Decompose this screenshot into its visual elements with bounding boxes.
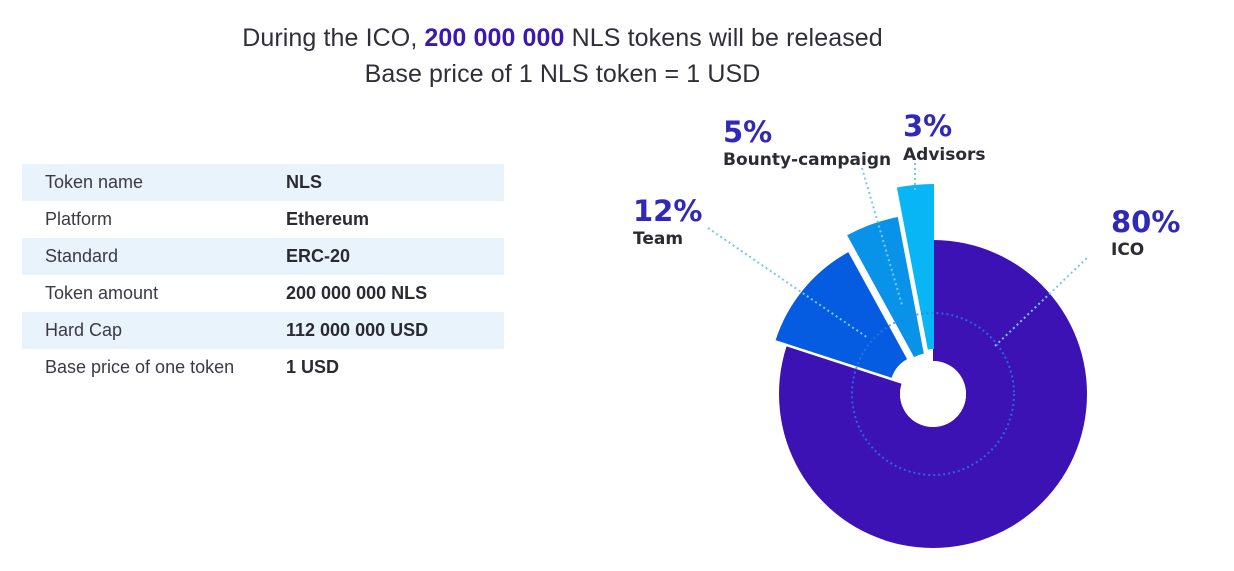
pie-slice-ico [779,240,1088,548]
center-hole [900,361,966,427]
table-row: Hard Cap 112 000 000 USD [22,312,504,349]
inner-dotted-ring [851,312,1015,476]
headline: During the ICO, 200 000 000 NLS tokens w… [0,20,1125,92]
slice-percent-team: 12% [633,194,702,228]
token-info-table: Token name NLS Platform Ethereum Standar… [22,164,504,386]
headline-prefix: During the ICO, [242,24,418,52]
slice-percent-bounty-campaign: 5% [723,115,772,149]
row-value: NLS [262,164,504,201]
row-key: Base price of one token [45,357,235,377]
row-value: Ethereum [286,209,370,229]
headline-suffix: NLS tokens will be released [571,24,883,52]
row-value: 1 USD [286,357,340,377]
row-key: Token amount [45,283,159,303]
table-row: Base price of one token 1 USD [22,349,504,386]
row-value: ERC-20 [262,238,504,275]
headline-line-1: During the ICO, 200 000 000 NLS tokens w… [0,20,1125,56]
token-amount-highlight: 200 000 000 [424,24,565,52]
distribution-chart: 80% ICO 12% Team 5% Bounty-campaign 3% Advisors [590,100,1230,570]
slice-percent-advisors: 3% [903,109,952,143]
pie-slice-team [775,252,908,378]
distribution-chart-svg: 80%ICO 12%Team 5%Bounty-campaign 3%Advisors [633,109,1180,548]
table-row: Token name NLS [22,164,504,201]
leader-line-ico [994,257,1088,347]
table-row: Platform Ethereum [22,201,504,238]
slice-label-advisors: Advisors [903,145,986,165]
headline-line-2: Base price of 1 NLS token = 1 USD [364,60,761,88]
slice-label-bounty-campaign: Bounty-campaign [723,150,891,170]
pie-slice-bounty-campaign [847,217,924,358]
row-key: Standard [22,238,262,275]
row-value: 200 000 000 NLS [286,283,428,303]
pie-slice-advisors [896,184,934,350]
row-key: Hard Cap [22,312,262,349]
row-value: 112 000 000 USD [262,312,504,349]
row-key: Token name [22,164,262,201]
slice-label-team: Team [633,229,683,249]
table-row: Standard ERC-20 [22,238,504,275]
leader-line-team [707,227,869,339]
table-row: Token amount 200 000 000 NLS [22,275,504,312]
slice-percent-ico: 80% [1111,205,1180,239]
slice-label-ico: ICO [1111,240,1144,260]
row-key: Platform [45,209,113,229]
leader-line-bounty-campaign [861,167,903,306]
